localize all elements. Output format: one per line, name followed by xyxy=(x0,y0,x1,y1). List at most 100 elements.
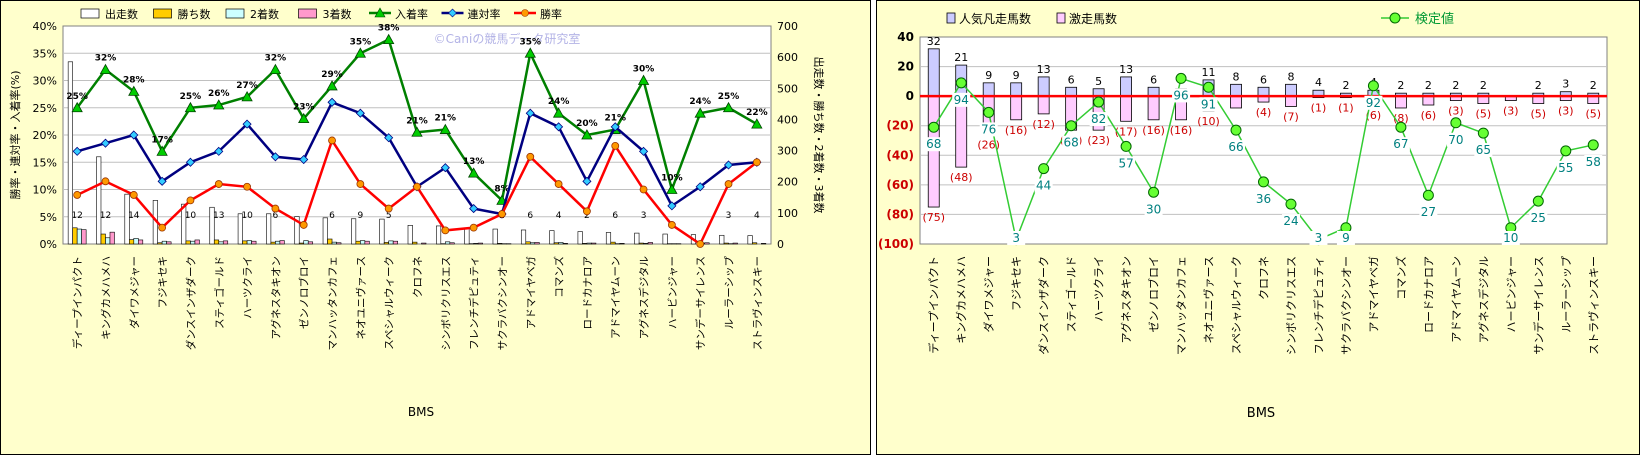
flop-data-label: (4) xyxy=(1256,106,1272,119)
test-value-marker xyxy=(1451,118,1461,128)
x-tick-label: アグネスタキオン xyxy=(1119,256,1133,343)
bar xyxy=(761,243,766,244)
rate-data-label: 27% xyxy=(236,81,258,91)
legend-label: 2着数 xyxy=(250,7,279,21)
test-value-marker xyxy=(1066,121,1076,131)
upset-data-label: 21 xyxy=(954,51,968,64)
upset-bar xyxy=(1285,84,1296,96)
y-tick-label: (100) xyxy=(878,237,914,251)
flop-bar xyxy=(1423,96,1434,105)
flop-bar xyxy=(1395,96,1406,108)
x-tick-label: ゼンノロブロイ xyxy=(298,256,311,329)
legend-label: 勝率 xyxy=(540,7,562,21)
test-value-marker xyxy=(1533,196,1543,206)
bar xyxy=(644,243,649,244)
rate-data-label: 13% xyxy=(463,157,485,167)
bar xyxy=(101,234,106,244)
y-tick-label: (80) xyxy=(886,207,914,221)
bar-data-label: 12 xyxy=(100,211,111,221)
upset-data-label: 6 xyxy=(1260,73,1267,86)
circle-marker xyxy=(725,181,732,188)
flop-bar xyxy=(928,96,939,207)
flop-data-label: (5) xyxy=(1531,108,1547,121)
legend-swatch xyxy=(1057,13,1065,23)
circle-marker xyxy=(215,181,222,188)
test-data-label: 30 xyxy=(1146,202,1161,216)
y-tick-label: 15% xyxy=(33,156,57,169)
y2-axis-title: 出走数・勝ち数・2着数・3着数 xyxy=(812,57,826,214)
upset-data-label: 2 xyxy=(1535,79,1542,92)
flop-bar xyxy=(1121,96,1132,121)
bar xyxy=(535,242,540,244)
x-axis-title: BMS xyxy=(1247,406,1275,421)
upset-bar xyxy=(1066,87,1077,96)
test-data-label: 10 xyxy=(1503,231,1518,245)
x-tick-label: ネオユニヴァース xyxy=(1202,256,1216,343)
x-tick-label: マンハッタンカフェ xyxy=(327,256,339,351)
x-tick-label: アドマイヤムーン xyxy=(610,256,622,339)
rate-data-label: 25% xyxy=(718,92,740,102)
legend-label: 3着数 xyxy=(323,7,352,21)
bar xyxy=(129,240,134,244)
x-tick-label: アグネスデジタル xyxy=(1476,256,1490,343)
rate-data-label: 23% xyxy=(293,103,315,113)
x-tick-label: フジキセキ xyxy=(157,256,169,309)
x-tick-label: キングカメハメハ xyxy=(954,256,968,344)
circle-marker xyxy=(470,224,477,231)
y2-tick-label: 700 xyxy=(777,20,798,33)
y-tick-label: (40) xyxy=(886,148,914,162)
upset-data-label: 2 xyxy=(1397,79,1404,92)
x-tick-label: シンボリクリスエス xyxy=(1285,256,1298,355)
x-tick-label: ダイワメジャー xyxy=(128,256,141,329)
rate-data-label: 21% xyxy=(604,114,626,124)
test-value-marker xyxy=(1368,81,1378,91)
test-data-label: 24 xyxy=(1283,214,1298,228)
upset-data-label: 8 xyxy=(1233,70,1240,83)
flop-data-label: (3) xyxy=(1448,105,1464,118)
legend-marker xyxy=(522,10,529,17)
bar xyxy=(554,243,559,244)
circle-marker xyxy=(583,208,590,215)
bar xyxy=(578,232,583,244)
legend-label: 出走数 xyxy=(105,7,138,21)
circle-marker xyxy=(357,181,364,188)
test-value-marker xyxy=(1094,97,1104,107)
test-value-marker xyxy=(1149,187,1159,197)
y-tick-label: 20 xyxy=(897,60,914,74)
bar xyxy=(611,242,616,244)
legend-label: 入着率 xyxy=(395,7,428,21)
legend-label: 人気凡走馬数 xyxy=(959,11,1031,26)
bar xyxy=(705,243,710,244)
circle-marker xyxy=(272,205,279,212)
test-data-label: 68 xyxy=(1063,136,1078,150)
y2-tick-label: 400 xyxy=(777,113,798,126)
test-value-marker xyxy=(1478,128,1488,138)
bar xyxy=(733,243,738,244)
upset-bar xyxy=(1038,77,1049,96)
circle-marker xyxy=(527,153,534,160)
upset-bar xyxy=(1011,83,1022,96)
upset-data-label: 2 xyxy=(1452,79,1459,92)
bar xyxy=(110,232,115,244)
bar xyxy=(365,241,370,244)
test-data-label: 68 xyxy=(926,137,941,151)
y-tick-label: 40 xyxy=(897,30,914,44)
rate-data-label: 25% xyxy=(180,92,202,102)
bar xyxy=(639,243,644,244)
bar-data-label: 12 xyxy=(71,211,82,221)
upset-data-label: 3 xyxy=(1562,78,1569,91)
flop-data-label: (75) xyxy=(922,211,945,224)
bar xyxy=(591,243,596,244)
circle-marker xyxy=(640,186,647,193)
circle-marker xyxy=(442,227,449,234)
x-tick-label: スペシャルウィーク xyxy=(1230,256,1243,354)
upset-data-label: 6 xyxy=(1150,73,1157,86)
bar xyxy=(587,243,592,244)
test-data-label: 66 xyxy=(1228,140,1243,154)
test-data-label: 27 xyxy=(1421,205,1436,219)
x-tick-label: フレンチデピュティ xyxy=(468,256,481,350)
x-tick-label: アドマイヤベガ xyxy=(1367,256,1380,333)
bar-data-label: 6 xyxy=(612,211,618,221)
x-tick-label: マンハッタンカフェ xyxy=(1175,256,1188,355)
bar xyxy=(280,241,285,244)
